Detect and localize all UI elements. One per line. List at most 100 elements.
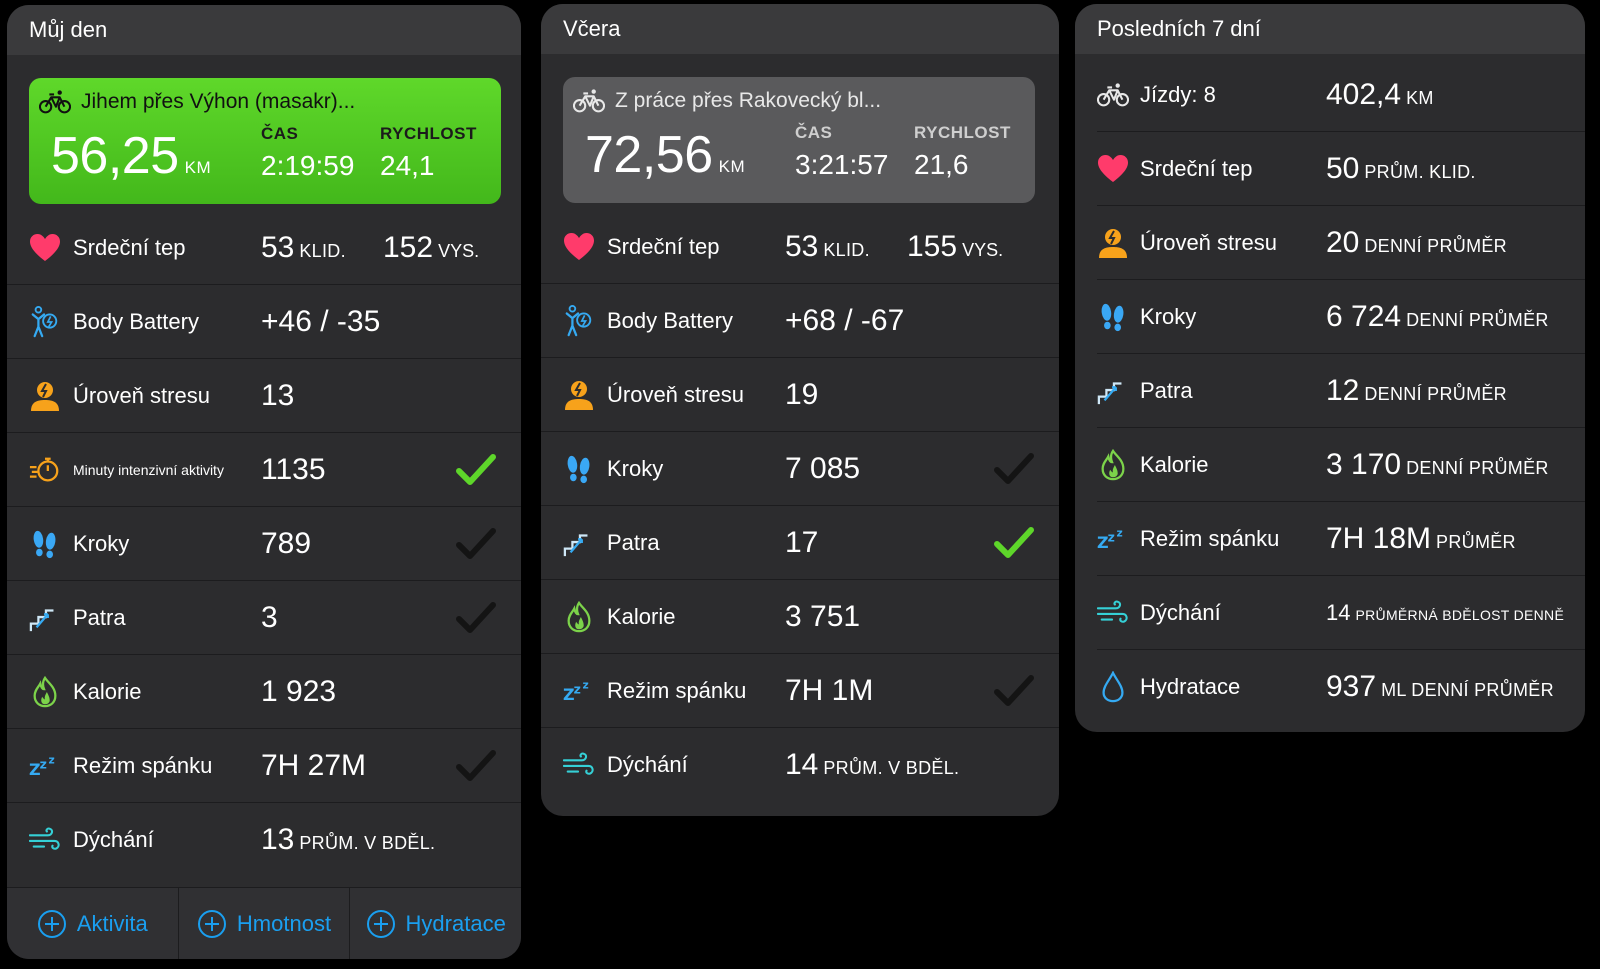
sleep-icon [29,750,61,782]
row-label: Kroky [607,455,664,481]
check-dark-icon [994,674,1034,708]
row-value: 14 [1326,599,1351,625]
row-label: Minuty intenzivní aktivity [73,461,224,478]
row-value: 3 170 [1326,447,1402,481]
sleep-icon [563,675,595,707]
row-label: Kalorie [73,678,142,704]
floors-icon [1097,375,1129,407]
panel-my-day: Můj den Jihem přes Výhon (masakr)... 56,… [7,5,521,959]
row-body-battery[interactable]: Body Battery +46 / -35 [7,285,521,359]
button-label: Aktivita [76,910,148,936]
row-respiration[interactable]: Dýchání 14 PRŮM. V BDĚL. [541,728,1059,802]
check-green-icon [994,526,1034,560]
heart-icon [1097,153,1129,185]
heart-icon [563,231,595,263]
row-value: 3 [261,600,278,634]
body-battery-icon [563,305,595,337]
row-label: Kroky [1140,303,1197,329]
activity-card[interactable]: Jihem přes Výhon (masakr)... 56,25 KM ČAS… [29,78,501,204]
row-rides[interactable]: Jízdy: 8 402,4 KM [1097,58,1585,132]
row-sleep[interactable]: Režim spánku 7H 18M PRŮMĚR [1097,502,1585,576]
row-stress[interactable]: Úroveň stresu 13 [7,359,521,433]
activity-distance: 56,25 [51,127,179,185]
row-heart-rate[interactable]: Srdeční tep 50 PRŮM. KLID. [1097,132,1585,206]
row-label: Kalorie [1140,451,1209,477]
row-hydration[interactable]: Hydratace 937 ML DENNÍ PRŮMĚR [1097,650,1585,724]
steps-icon [1097,301,1129,333]
panel-last-7-days: Posledních 7 dní Jízdy: 8 402,4 KM Srdečn… [1075,4,1585,732]
row-value: 7H 18M [1326,521,1432,555]
row-heart-rate[interactable]: Srdeční tep 53 KLID. 152 VYS. [7,211,521,285]
row-value: 53 [261,230,295,264]
row-label: Režim spánku [607,677,747,703]
plus-circle-icon [197,909,227,939]
row-label: Body Battery [73,308,199,334]
row-unit: PRŮM. KLID. [1364,161,1476,182]
row-unit-2: VYS. [438,240,480,261]
plus-circle-icon [366,909,396,939]
intensity-minutes-icon [29,454,61,486]
row-sleep[interactable]: Režim spánku 7H 1M [541,654,1059,728]
activity-speed: 24,1 [380,150,435,181]
steps-icon [563,453,595,485]
row-steps[interactable]: Kroky 6 724 DENNÍ PRŮMĚR [1097,280,1585,354]
row-value: 402,4 [1326,77,1402,111]
row-calories[interactable]: Kalorie 3 751 [541,580,1059,654]
distance-unit: KM [184,158,212,177]
body-battery-icon [29,306,61,338]
row-steps[interactable]: Kroky 789 [7,507,521,581]
row-respiration[interactable]: Dýchání 13 PRŮM. V BDĚL. [7,803,521,877]
row-value: 19 [785,377,819,411]
activity-speed: 21,6 [914,149,969,180]
row-floors[interactable]: Patra 17 [541,506,1059,580]
row-stress[interactable]: Úroveň stresu 20 DENNÍ PRŮMĚR [1097,206,1585,280]
row-value: 937 [1326,670,1377,703]
row-steps[interactable]: Kroky 7 085 [541,432,1059,506]
quick-add-bar: Aktivita Hmotnost Hydratace [7,887,521,959]
row-value-2: 152 [383,230,434,264]
panel-title: Můj den [7,5,521,55]
row-unit: KLID. [299,240,346,261]
calories-icon [29,676,61,708]
row-label: Úroveň stresu [607,381,744,407]
row-value: 17 [785,525,819,559]
row-calories[interactable]: Kalorie 3 170 DENNÍ PRŮMĚR [1097,428,1585,502]
row-respiration[interactable]: Dýchání 14 PRŮMĚRNÁ BDĚLOST DENNĚ [1097,576,1585,650]
row-floors[interactable]: Patra 3 [7,581,521,655]
row-value: +68 / -67 [785,303,905,337]
row-intensity-minutes[interactable]: Minuty intenzivní aktivity 1135 [7,433,521,507]
row-label: Úroveň stresu [1140,229,1277,255]
row-label: Režim spánku [73,752,213,778]
row-unit: PRŮM. V BDĚL. [823,758,960,778]
row-sleep[interactable]: Režim spánku 7H 27M [7,729,521,803]
button-label: Hydratace [405,910,506,936]
row-value: 7 085 [785,451,861,485]
row-value: 14 [785,748,819,781]
row-floors[interactable]: Patra 12 DENNÍ PRŮMĚR [1097,354,1585,428]
bike-icon [573,88,605,114]
row-unit: PRŮMĚRNÁ BDĚLOST DENNĚ [1355,606,1565,623]
add-activity-button[interactable]: Aktivita [7,888,179,959]
floors-icon [563,527,595,559]
activity-title: Jihem přes Výhon (masakr)... [81,90,356,113]
activity-time: 2:19:59 [261,150,355,181]
bike-icon [39,89,71,115]
activity-card[interactable]: Z práce přes Rakovecký bl... 72,56 KM ČAS… [563,77,1035,203]
add-weight-button[interactable]: Hmotnost [179,888,351,959]
row-label: Body Battery [607,307,733,333]
row-value: 7H 1M [785,673,874,707]
row-body-battery[interactable]: Body Battery +68 / -67 [541,284,1059,358]
row-label: Dýchání [607,752,688,777]
row-value: 12 [1326,373,1360,407]
check-dark-icon [456,601,496,635]
row-calories[interactable]: Kalorie 1 923 [7,655,521,729]
row-label: Dýchání [73,827,154,852]
row-heart-rate[interactable]: Srdeční tep 53 KLID. 155 VYS. [541,210,1059,284]
row-value: 53 [785,229,819,263]
row-stress[interactable]: Úroveň stresu 19 [541,358,1059,432]
add-hydration-button[interactable]: Hydratace [350,888,521,959]
respiration-icon [1097,597,1129,629]
row-label: Srdeční tep [607,233,720,259]
row-label: Kalorie [607,603,676,629]
row-value: 13 [261,378,295,412]
